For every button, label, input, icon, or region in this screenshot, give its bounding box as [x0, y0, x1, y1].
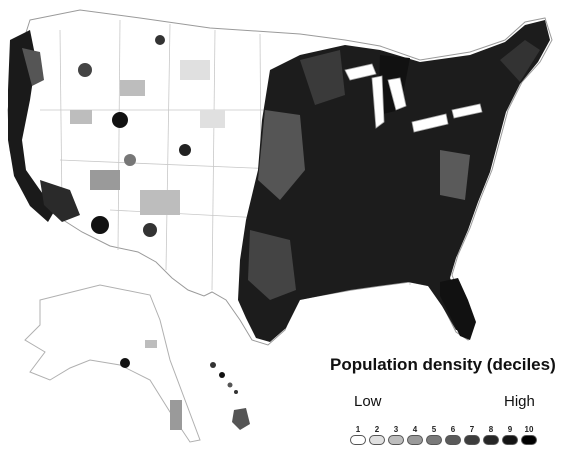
- legend-decile-swatch: [426, 435, 442, 445]
- legend-decile-label: 5: [431, 425, 437, 434]
- legend-decile-label: 10: [524, 425, 534, 434]
- legend-decile-swatch: [502, 435, 518, 445]
- legend-decile-7: 7: [463, 425, 481, 445]
- legend-decile-5: 5: [425, 425, 443, 445]
- legend-decile-3: 3: [387, 425, 405, 445]
- legend-decile-swatch: [369, 435, 385, 445]
- legend-decile-10: 10: [520, 425, 538, 445]
- legend-decile-9: 9: [501, 425, 519, 445]
- legend-decile-label: 2: [374, 425, 380, 434]
- hawaii: [210, 362, 250, 430]
- legend-decile-1: 1: [349, 425, 367, 445]
- legend-decile-swatch: [483, 435, 499, 445]
- legend-decile-4: 4: [406, 425, 424, 445]
- legend-swatches: 1 2 3 4 5 6 7 8 9 10: [349, 425, 549, 449]
- florida: [440, 278, 476, 340]
- legend-decile-swatch: [388, 435, 404, 445]
- legend-low-label: Low: [354, 393, 382, 410]
- alaska: [24, 284, 201, 443]
- legend-decile-label: 4: [412, 425, 418, 434]
- legend-decile-label: 3: [393, 425, 399, 434]
- legend-title: Population density (deciles): [330, 355, 556, 374]
- legend-decile-label: 6: [450, 425, 456, 434]
- great-lakes: [344, 63, 483, 133]
- legend-decile-swatch: [521, 435, 537, 445]
- eastern-density: [238, 20, 550, 342]
- legend-decile-label: 9: [507, 425, 513, 434]
- west-coast-density: [8, 30, 225, 237]
- legend-decile-8: 8: [482, 425, 500, 445]
- legend-decile-label: 8: [488, 425, 494, 434]
- legend-decile-6: 6: [444, 425, 462, 445]
- legend-decile-label: 7: [469, 425, 475, 434]
- legend-decile-label: 1: [355, 425, 361, 434]
- legend-decile-swatch: [407, 435, 423, 445]
- legend-decile-2: 2: [368, 425, 386, 445]
- legend-high-label: High: [504, 393, 535, 410]
- legend-decile-swatch: [464, 435, 480, 445]
- legend-decile-swatch: [350, 435, 366, 445]
- legend-decile-swatch: [445, 435, 461, 445]
